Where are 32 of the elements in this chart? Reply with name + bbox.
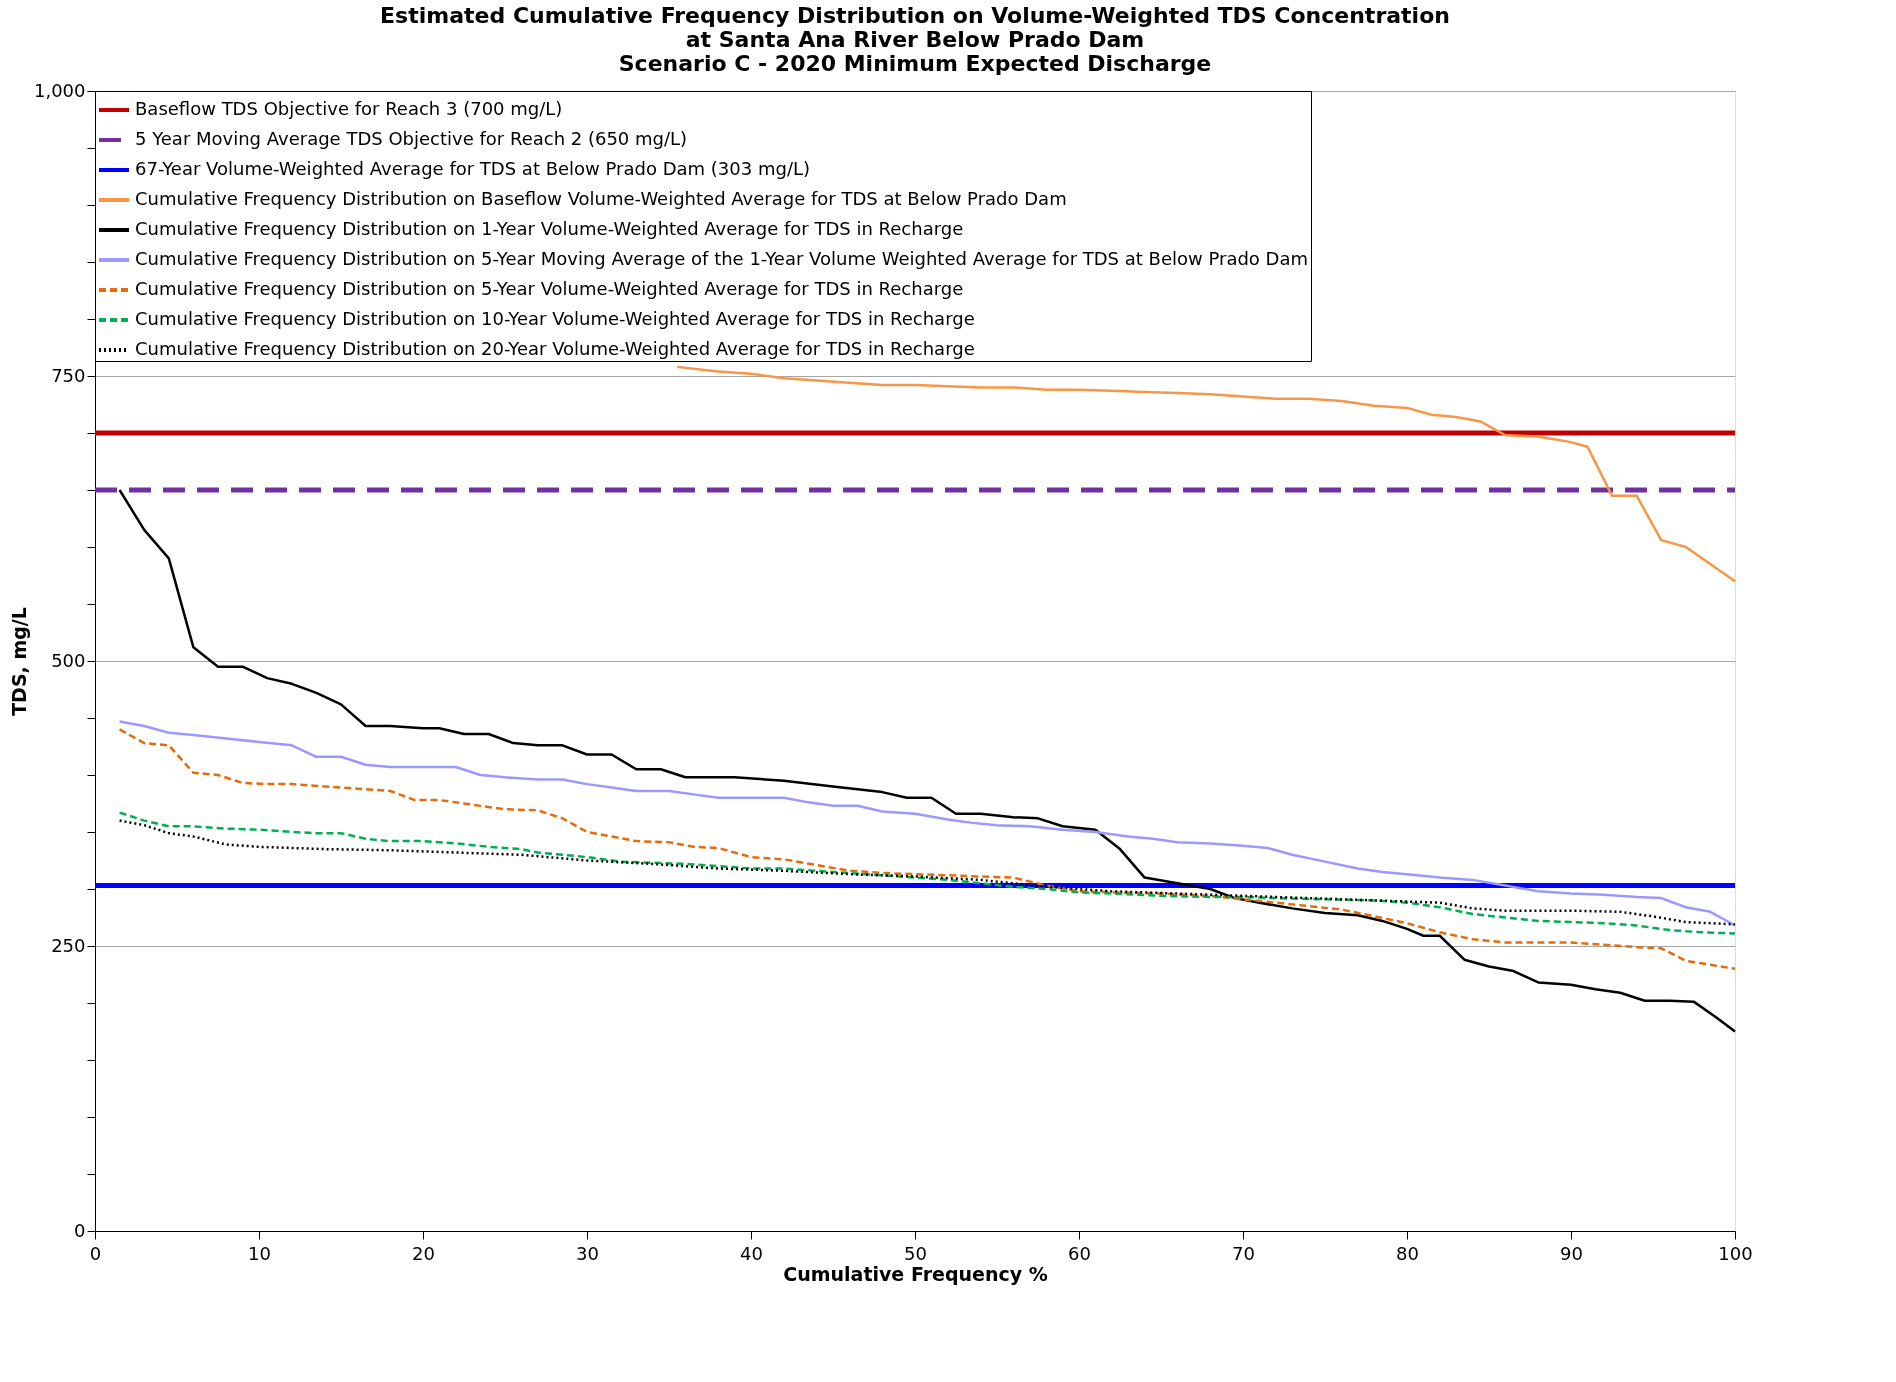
legend-label: Cumulative Frequency Distribution on Baseflow Volume-Weighted Average for TDS at Below Prado Dam (135, 188, 1067, 209)
legend-label: 67-Year Volume-Weighted Average for TDS at Below Prado Dam (303 mg/L) (135, 158, 810, 179)
chart-title: Estimated Cumulative Frequency Distribution on Volume-Weighted TDS Concentration at Santa Ana River Below Prado Dam Scenario C - 2020 Minimum Expected Discharge (380, 3, 1450, 76)
legend-label: Cumulative Frequency Distribution on 5-Year Volume-Weighted Average for TDS in Recharge (135, 278, 964, 299)
y-tick-label: 250 (51, 934, 86, 956)
legend-label: Cumulative Frequency Distribution on 10-Year Volume-Weighted Average for TDS in Recharge (135, 308, 975, 329)
line-series (675, 365, 1737, 583)
x-tick-label: 40 (740, 1242, 763, 1264)
line-series (118, 488, 1737, 1033)
x-axis-title: Cumulative Frequency % (783, 1262, 1048, 1285)
legend-label: Cumulative Frequency Distribution on 5-Year Moving Average of the 1-Year Volume Weighted Average for TDS at Below Prado Dam (135, 248, 1309, 269)
x-tick-label: 90 (1560, 1242, 1583, 1264)
x-tick-label: 60 (1068, 1242, 1091, 1264)
x-tick-label: 70 (1232, 1242, 1255, 1264)
y-tick-label: 750 (51, 364, 86, 386)
x-tick-label: 10 (248, 1242, 271, 1264)
x-tick-label: 100 (1718, 1242, 1753, 1264)
y-axis-title: TDS, mg/L (7, 607, 30, 716)
legend-label: Cumulative Frequency Distribution on 20-Year Volume-Weighted Average for TDS in Recharge (135, 338, 975, 359)
y-tick-label: 1,000 (33, 79, 86, 101)
legend-label: Baseflow TDS Objective for Reach 3 (700 mg/L) (135, 98, 563, 119)
x-tick-label: 30 (576, 1242, 599, 1264)
x-tick-label: 20 (412, 1242, 435, 1264)
x-tick-label: 0 (89, 1242, 102, 1264)
legend-label: 5 Year Moving Average TDS Objective for Reach 2 (650 mg/L) (135, 128, 688, 149)
y-tick-label: 500 (51, 649, 86, 671)
x-tick-label: 80 (1396, 1242, 1419, 1264)
line-series (118, 720, 1737, 927)
x-tick-label: 50 (904, 1242, 927, 1264)
line-series (118, 728, 1737, 971)
legend-label: Cumulative Frequency Distribution on 1-Year Volume-Weighted Average for TDS in Recharge (135, 218, 964, 239)
y-tick-label: 0 (74, 1219, 86, 1241)
